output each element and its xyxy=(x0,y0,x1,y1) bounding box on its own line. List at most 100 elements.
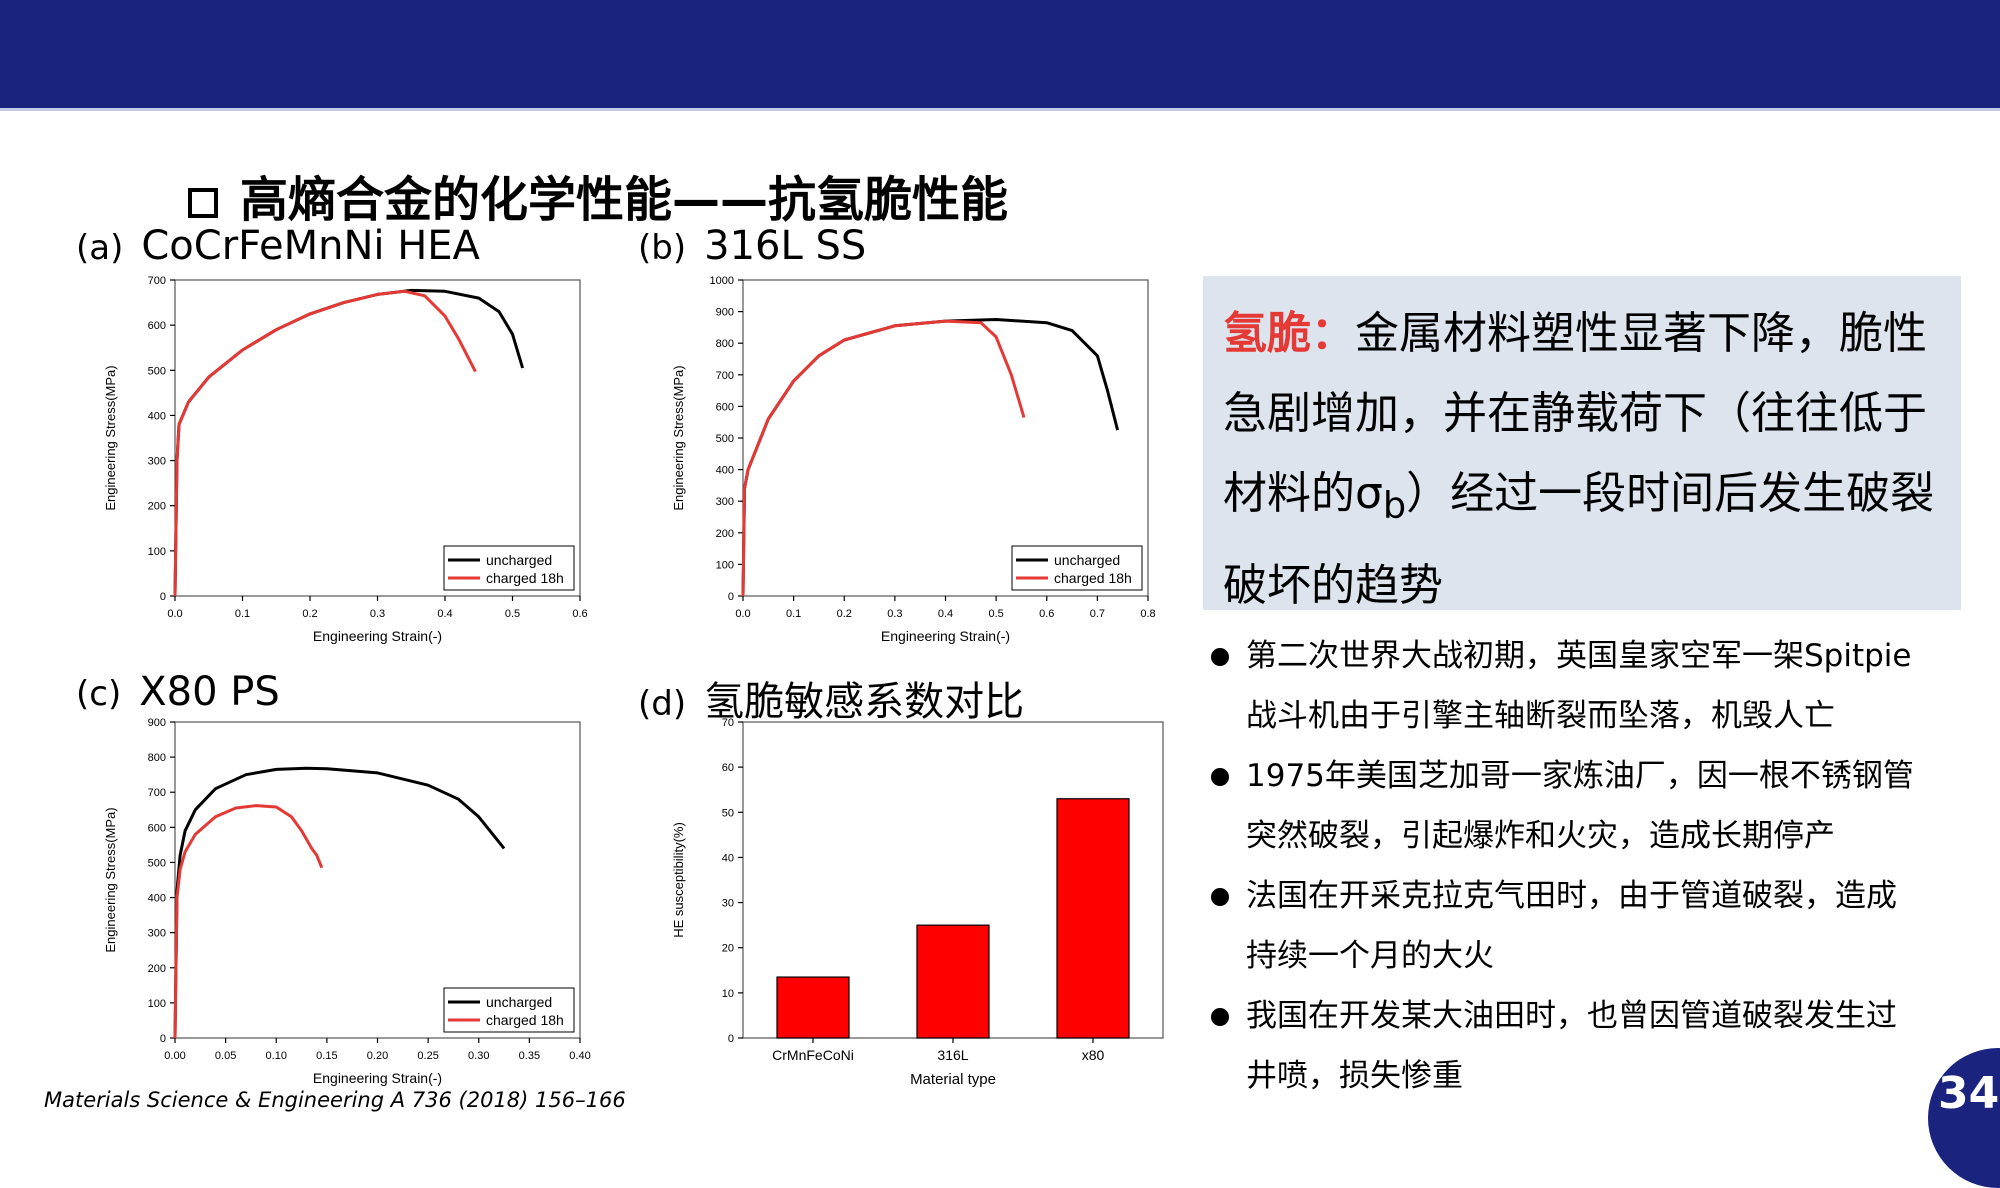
y-tick-label: 200 xyxy=(716,528,734,540)
x-axis-label: Engineering Strain(-) xyxy=(313,628,442,644)
definition-term: 氢脆： xyxy=(1223,308,1355,359)
x-tick-label: 0.4 xyxy=(437,608,452,620)
x-tick-label: 0.2 xyxy=(837,608,852,620)
legend-label: uncharged xyxy=(486,552,552,568)
y-axis-label: HE susceptibility(%) xyxy=(671,822,686,938)
definition-box xyxy=(1203,276,1961,610)
bar-316L xyxy=(916,924,990,1039)
legend-label: uncharged xyxy=(1054,552,1120,568)
y-tick-label: 0 xyxy=(160,591,166,603)
y-tick-label: 500 xyxy=(148,857,166,869)
panel-a-letter: (a) xyxy=(76,228,124,268)
definition-line-4: 破坏的趋势 xyxy=(1223,559,1443,611)
incident-line: 1975年美国芝加哥一家炼油厂，因一根不锈钢管 xyxy=(1246,758,1914,794)
chart-d-he-susceptibility-bars: 0 10 20 30 40 50 60 70 HE susceptibility(%) CrMnF… xyxy=(671,717,1164,1088)
incident-line: 我国在开发某大油田时，也曾因管道破裂发生过 xyxy=(1246,998,1897,1034)
header-bar xyxy=(0,0,2000,108)
y-axis-label: Engineering Stress(MPa) xyxy=(103,807,118,952)
x-tick-label: 0.5 xyxy=(505,608,520,620)
series-line-uncharged xyxy=(173,766,506,1039)
panel-c-label: (c) X80 PS xyxy=(76,669,280,715)
panel-c-letter: (c) xyxy=(76,674,122,714)
x-tick-label: x80 xyxy=(1082,1047,1105,1063)
y-tick-label: 300 xyxy=(148,928,166,940)
x-tick-label: 316L xyxy=(937,1047,968,1063)
page-number: 34 xyxy=(1938,1068,2000,1119)
y-tick-label: 50 xyxy=(722,807,734,819)
slide-title: 高熵合金的化学性能——抗氢脆性能 xyxy=(188,160,1008,230)
incident-item: 法国在开采克拉克气田时，由于管道破裂，造成 持续一个月的大火 xyxy=(1208,866,1968,986)
y-tick-label: 0 xyxy=(160,1033,166,1045)
x-tick-label: 0.1 xyxy=(235,608,250,620)
x-tick-label: 0.35 xyxy=(519,1050,540,1062)
panel-a-label: (a) CoCrFeMnNi HEA xyxy=(76,223,480,269)
x-tick-label: 0.2 xyxy=(302,608,317,620)
x-tick-label: 0.0 xyxy=(167,608,182,620)
x-tick-label: 0.0 xyxy=(735,608,750,620)
y-tick-label: 600 xyxy=(716,401,734,413)
series-line-charged xyxy=(173,289,477,597)
y-tick-label: 70 xyxy=(722,717,734,729)
y-tick-label: 400 xyxy=(716,465,734,477)
y-tick-label: 0 xyxy=(728,1033,734,1045)
x-tick-label: 0.8 xyxy=(1140,608,1155,620)
legend-label: charged 18h xyxy=(1054,570,1132,586)
incident-line: 战斗机由于引擎主轴断裂而坠落，机毁人亡 xyxy=(1246,698,1835,734)
header-divider xyxy=(0,108,2000,111)
y-tick-label: 800 xyxy=(716,338,734,350)
x-tick-label: 0.15 xyxy=(316,1050,337,1062)
square-bullet-icon xyxy=(188,188,218,218)
y-tick-label: 300 xyxy=(148,456,166,468)
definition-line-1: 氢脆：金属材料塑性显著下降，脆性 xyxy=(1223,294,1953,374)
definition-line-3: 材料的σb）经过一段时间后发生破裂 xyxy=(1223,454,1953,546)
sigma-b-subscript: b xyxy=(1382,483,1407,527)
x-tick-label: 0.20 xyxy=(367,1050,388,1062)
x-tick-label: 0.4 xyxy=(938,608,953,620)
y-tick-label: 400 xyxy=(148,410,166,422)
reference-citation: Materials Science & Engineering A 736 (2… xyxy=(44,1088,626,1112)
y-tick-label: 300 xyxy=(716,496,734,508)
y-tick-label: 800 xyxy=(148,752,166,764)
y-tick-label: 100 xyxy=(148,998,166,1010)
incident-list: 第二次世界大战初期，英国皇家空军一架Spitpie 战斗机由于引擎主轴断裂而坠落，… xyxy=(1208,626,1968,1106)
bullet-dot-icon xyxy=(1211,888,1229,906)
page-number-badge: 34 xyxy=(1928,1048,2000,1188)
y-tick-label: 600 xyxy=(148,320,166,332)
y-tick-label: 500 xyxy=(148,365,166,377)
x-axis-label: Engineering Strain(-) xyxy=(881,628,1010,644)
panel-d-title: 氢脆敏感系数对比 xyxy=(704,679,1025,725)
incident-line: 持续一个月的大火 xyxy=(1246,938,1494,974)
bar-CrMnFeCoNi xyxy=(776,976,850,1039)
x-tick-label: 0.05 xyxy=(215,1050,236,1062)
panel-d-label: (d) 氢脆敏感系数对比 xyxy=(638,669,1024,727)
panel-b-title: 316L SS xyxy=(704,223,867,269)
panel-d-letter: (d) xyxy=(638,684,687,724)
y-tick-label: 200 xyxy=(148,963,166,975)
bullet-dot-icon xyxy=(1211,768,1229,786)
slide-title-text: 高熵合金的化学性能——抗氢脆性能 xyxy=(240,172,1009,228)
definition-line-3b: ）经过一段时间后发生破裂 xyxy=(1406,468,1935,519)
y-tick-label: 500 xyxy=(716,433,734,445)
x-tick-label: 0.3 xyxy=(887,608,902,620)
definition-text: 氢脆：金属材料塑性显著下降，脆性 急剧增加，并在静载荷下（往往低于 材料的σb）… xyxy=(1223,294,1953,626)
incident-line: 第二次世界大战初期，英国皇家空军一架Spitpie xyxy=(1246,638,1912,674)
definition-line-3a: 材料的σ xyxy=(1223,468,1383,519)
y-axis-label: Engineering Stress(MPa) xyxy=(103,365,118,510)
y-axis-label: Engineering Stress(MPa) xyxy=(671,365,686,510)
x-tick-label: 0.30 xyxy=(468,1050,489,1062)
incident-line: 法国在开采克拉克气田时，由于管道破裂，造成 xyxy=(1246,878,1897,914)
x-tick-label: 0.00 xyxy=(164,1050,185,1062)
chart-a-hea-stress-strain: 0 100 200 300 400 500 600 700 Engineering Stress… xyxy=(103,275,588,644)
y-tick-label: 900 xyxy=(716,307,734,319)
y-tick-label: 600 xyxy=(148,822,166,834)
x-tick-label: 0.5 xyxy=(988,608,1003,620)
y-tick-label: 100 xyxy=(148,546,166,558)
bullet-dot-icon xyxy=(1211,1008,1229,1026)
x-tick-label: CrMnFeCoNi xyxy=(772,1047,854,1063)
legend-label: charged 18h xyxy=(486,1012,564,1028)
panel-a-title: CoCrFeMnNi HEA xyxy=(141,223,480,269)
x-tick-label: 0.6 xyxy=(1039,608,1054,620)
definition-line-1-text: 金属材料塑性显著下降，脆性 xyxy=(1355,308,1927,359)
panel-b-label: (b) 316L SS xyxy=(638,223,866,269)
legend-label: uncharged xyxy=(486,994,552,1010)
